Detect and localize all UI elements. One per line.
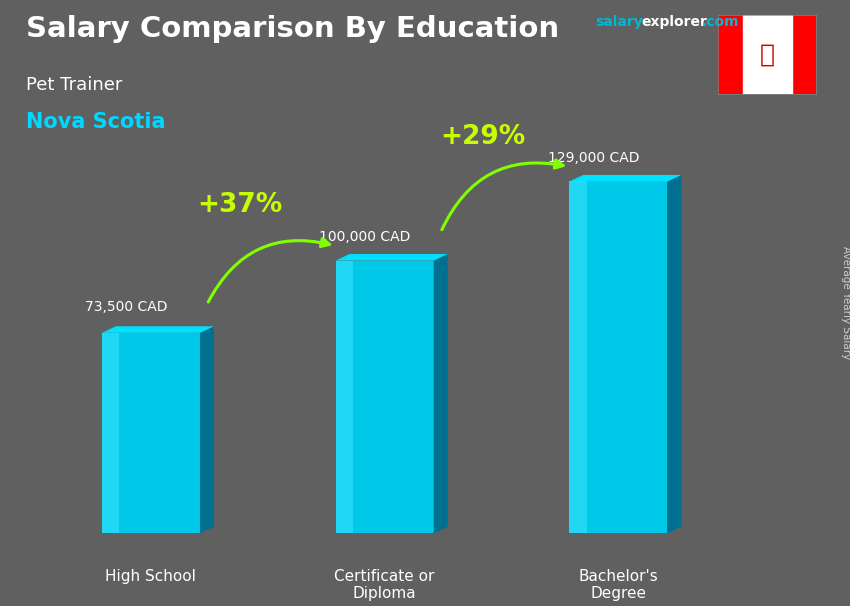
Text: Nova Scotia: Nova Scotia (26, 112, 165, 132)
Text: 🍁: 🍁 (760, 42, 774, 67)
Bar (791, 15, 816, 94)
Polygon shape (336, 261, 434, 533)
Text: Salary Comparison By Education: Salary Comparison By Education (26, 15, 558, 43)
Polygon shape (570, 175, 682, 182)
Text: Pet Trainer: Pet Trainer (26, 76, 122, 94)
Polygon shape (434, 254, 448, 533)
Text: Average Yearly Salary: Average Yearly Salary (841, 247, 850, 359)
Text: Certificate or
Diploma: Certificate or Diploma (334, 568, 435, 601)
Text: Bachelor's
Degree: Bachelor's Degree (579, 568, 658, 601)
Polygon shape (336, 261, 354, 533)
Polygon shape (570, 182, 587, 533)
Text: salary: salary (595, 15, 643, 29)
Polygon shape (102, 333, 200, 533)
Polygon shape (667, 175, 682, 533)
Polygon shape (200, 326, 214, 533)
Text: 129,000 CAD: 129,000 CAD (548, 151, 640, 165)
Text: explorer: explorer (642, 15, 707, 29)
Bar (718, 15, 743, 94)
Text: 73,500 CAD: 73,500 CAD (85, 300, 168, 314)
Bar (743, 15, 791, 94)
Polygon shape (336, 254, 448, 261)
Text: High School: High School (105, 568, 196, 584)
Text: +29%: +29% (440, 124, 525, 150)
Polygon shape (102, 333, 120, 533)
Text: +37%: +37% (197, 192, 282, 218)
Polygon shape (570, 182, 667, 533)
Polygon shape (102, 326, 214, 333)
Text: .com: .com (702, 15, 740, 29)
Text: 100,000 CAD: 100,000 CAD (320, 230, 411, 244)
